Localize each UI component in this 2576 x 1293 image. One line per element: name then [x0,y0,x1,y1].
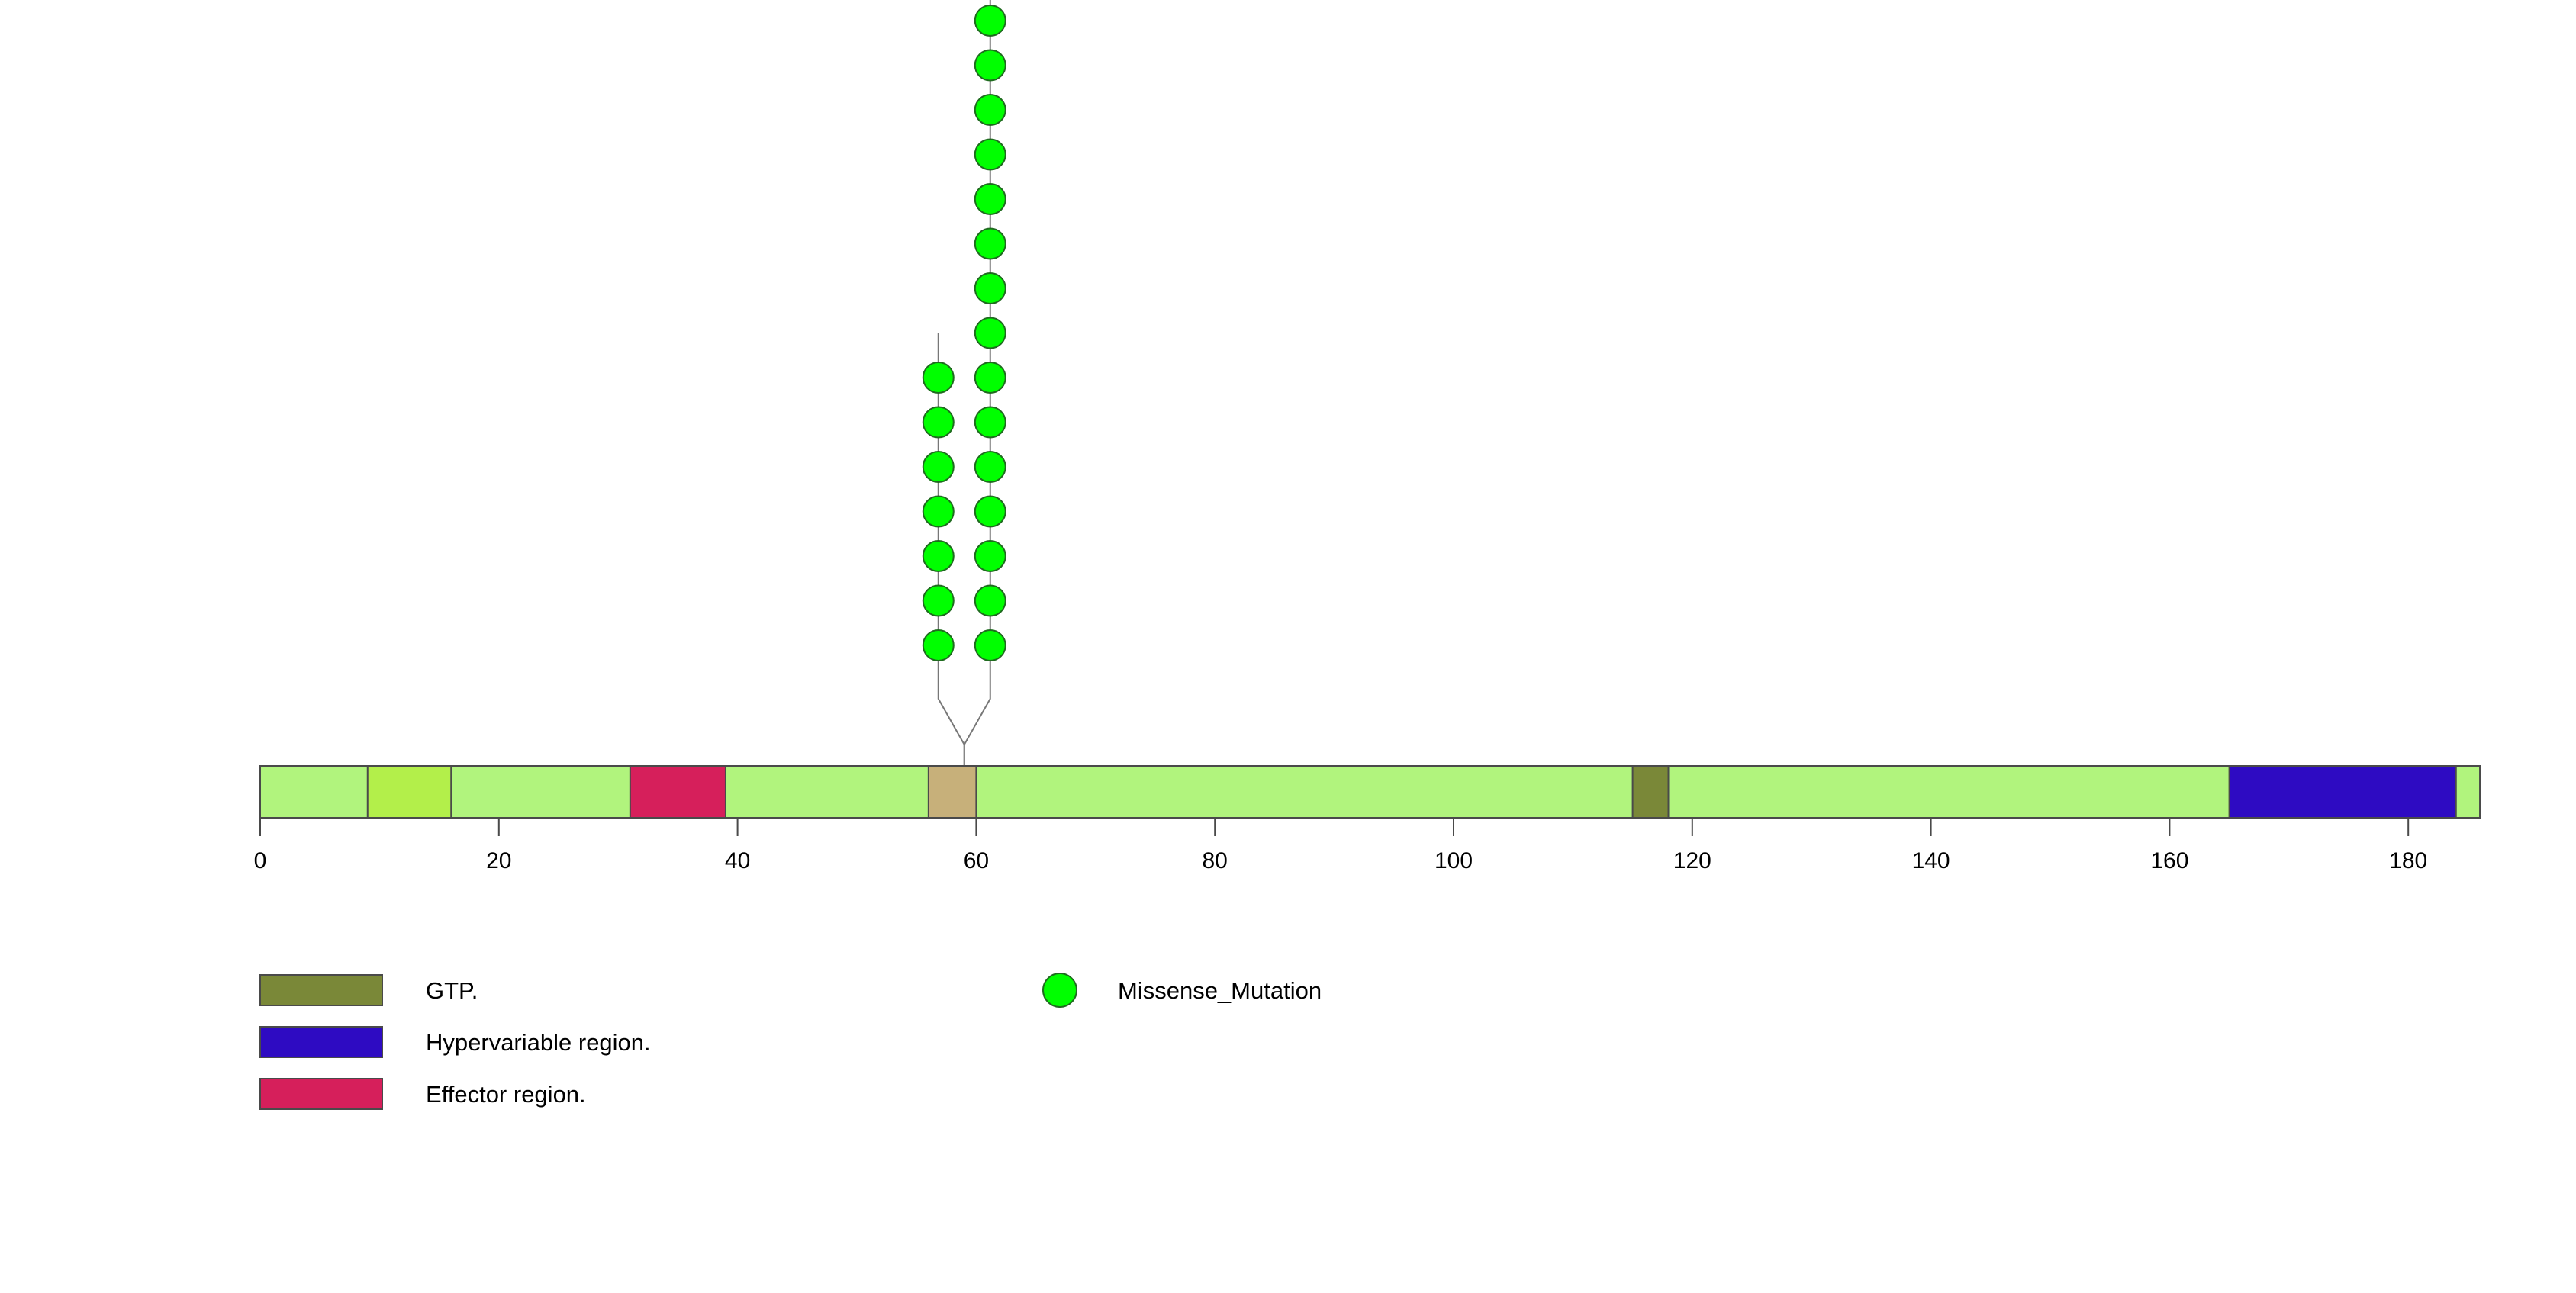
tick-label: 100 [1435,848,1473,873]
tick-label: 160 [2150,848,2188,873]
tick-label: 120 [1673,848,1711,873]
protein-backbone-bar [259,765,2481,819]
legend-marker [1042,973,1077,1008]
legend-label: Hypervariable region. [426,1029,651,1056]
legend-swatch [259,1078,383,1110]
mutation-dot [974,272,1006,304]
mutation-dot [922,451,955,483]
domain-block [2228,765,2457,819]
mutation-dot [974,540,1006,572]
mutation-dot [974,49,1006,82]
domain-block [1631,765,1670,819]
mutation-dot [974,362,1006,394]
mutation-dot [922,362,955,394]
tick-label: 60 [964,848,989,873]
tick-label: 20 [486,848,511,873]
legend-label: Effector region. [426,1081,586,1108]
x-axis: 0 20 40 60 80 100 120 140 160 180 [254,817,2481,873]
mutation-dot [974,183,1006,215]
tick-label: 140 [1912,848,1950,873]
mutation-dot [974,495,1006,528]
legend: GTP. Hypervariable region. Effector region… [259,973,1322,1110]
mutation-dot [922,406,955,439]
tick-label: 180 [2389,848,2427,873]
tick-label: 0 [254,848,267,873]
mutation-dot [922,584,955,617]
legend-label: GTP. [426,977,478,1004]
mutation-dot [974,317,1006,349]
legend-label: Missense_Mutation [1118,977,1322,1004]
tick-label: 80 [1203,848,1228,873]
domain-block [366,765,452,819]
mutation-points [922,5,1006,661]
mutation-dot [974,629,1006,661]
mutation-dot [922,540,955,572]
mutation-dot [974,584,1006,617]
domain-block [629,765,726,819]
tick-label: 40 [725,848,750,873]
mutation-dot [974,406,1006,439]
mutation-dot [922,629,955,661]
mutation-dot [974,138,1006,171]
mutation-stem [963,0,991,766]
mutation-dot [922,495,955,528]
domain-block [927,765,977,819]
mutation-dot [974,451,1006,483]
mutation-dot [974,227,1006,260]
legend-swatch [259,974,383,1006]
mutation-dot [974,5,1006,37]
protein-backbone [259,765,2481,819]
legend-swatch [259,1026,383,1058]
mutation-dot [974,94,1006,126]
